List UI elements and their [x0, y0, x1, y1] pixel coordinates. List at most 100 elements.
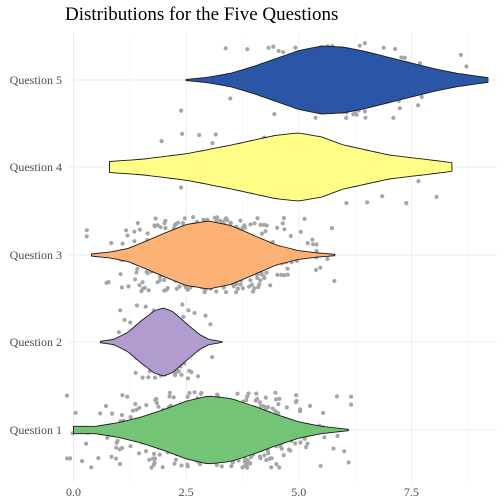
data-point [235, 286, 240, 291]
data-point [334, 394, 339, 399]
data-point [275, 272, 280, 277]
data-point [203, 313, 208, 318]
data-point [277, 465, 282, 470]
data-point [195, 374, 201, 379]
data-point [163, 218, 168, 223]
data-point [246, 391, 251, 396]
data-point [139, 289, 144, 294]
data-point [223, 46, 228, 51]
data-point [260, 403, 265, 409]
data-point [342, 449, 347, 454]
data-point [257, 282, 262, 287]
data-point [151, 451, 157, 456]
y-tick-label: Question 4 [10, 160, 62, 174]
data-point [180, 302, 185, 307]
data-point [152, 460, 157, 465]
data-point [185, 376, 191, 381]
data-point [208, 322, 213, 327]
data-point [281, 453, 286, 458]
data-point [134, 270, 139, 275]
data-point [351, 112, 356, 117]
data-point [198, 462, 203, 467]
data-point [243, 457, 248, 462]
data-point [417, 61, 423, 66]
data-point [186, 308, 191, 313]
data-point [349, 394, 354, 399]
data-point [179, 463, 184, 468]
data-point [185, 394, 190, 399]
data-point [135, 220, 140, 226]
data-point [128, 320, 133, 325]
data-point [288, 233, 293, 239]
data-point [147, 457, 152, 462]
data-point [117, 447, 122, 452]
data-point [393, 46, 398, 52]
data-point [242, 225, 247, 230]
data-point [64, 393, 69, 398]
data-point [250, 289, 256, 294]
data-point [313, 115, 318, 120]
data-point [397, 106, 402, 111]
data-point [282, 227, 287, 232]
violins [73, 45, 489, 465]
data-point [198, 391, 203, 396]
data-point [140, 375, 145, 380]
data-point [180, 131, 185, 136]
data-point [348, 402, 354, 407]
data-point [153, 398, 158, 403]
data-point [344, 115, 349, 120]
data-point [133, 401, 138, 407]
data-point [219, 464, 224, 469]
data-point [262, 453, 267, 458]
data-point [322, 435, 327, 440]
data-point [311, 242, 316, 247]
data-point [143, 304, 148, 309]
data-point [150, 456, 155, 461]
data-point [134, 407, 139, 412]
data-point [458, 52, 463, 58]
data-point [133, 370, 138, 375]
data-point [240, 286, 245, 291]
data-point [293, 400, 298, 405]
data-point [318, 463, 323, 468]
data-point [179, 108, 184, 113]
data-point [130, 408, 135, 413]
data-point [122, 317, 127, 322]
data-point [280, 221, 285, 226]
data-point [157, 452, 162, 457]
data-point [185, 462, 190, 467]
data-point [167, 390, 172, 395]
data-point [128, 444, 133, 449]
data-point [273, 390, 278, 395]
data-point [238, 282, 243, 287]
data-point [313, 267, 319, 273]
data-point [119, 285, 124, 290]
data-point [279, 272, 284, 277]
chart-title: Distributions for the Five Questions [65, 4, 338, 25]
data-point [114, 440, 119, 445]
data-point [73, 410, 78, 415]
data-point [362, 109, 367, 114]
data-point [163, 226, 168, 231]
data-point [381, 45, 386, 50]
x-tick-label: 0.0 [66, 485, 81, 499]
data-point [128, 415, 133, 420]
data-point [119, 412, 124, 418]
data-point [314, 242, 319, 247]
data-point [252, 221, 257, 226]
data-point [160, 465, 165, 470]
data-point [270, 406, 275, 411]
data-point [310, 237, 315, 242]
data-point [332, 278, 337, 284]
data-point [255, 275, 260, 280]
data-point [307, 403, 313, 408]
data-point [210, 141, 215, 146]
data-point [257, 454, 262, 459]
y-axis-labels: Question 1 Question 2 Question 3 Question 4… [10, 73, 62, 437]
x-axis-labels: 0.0 2.5 5.0 7.5 [66, 485, 419, 499]
data-point [84, 441, 89, 446]
data-point [249, 282, 255, 287]
data-point [156, 404, 161, 409]
data-point [132, 229, 137, 234]
data-point [404, 201, 409, 206]
